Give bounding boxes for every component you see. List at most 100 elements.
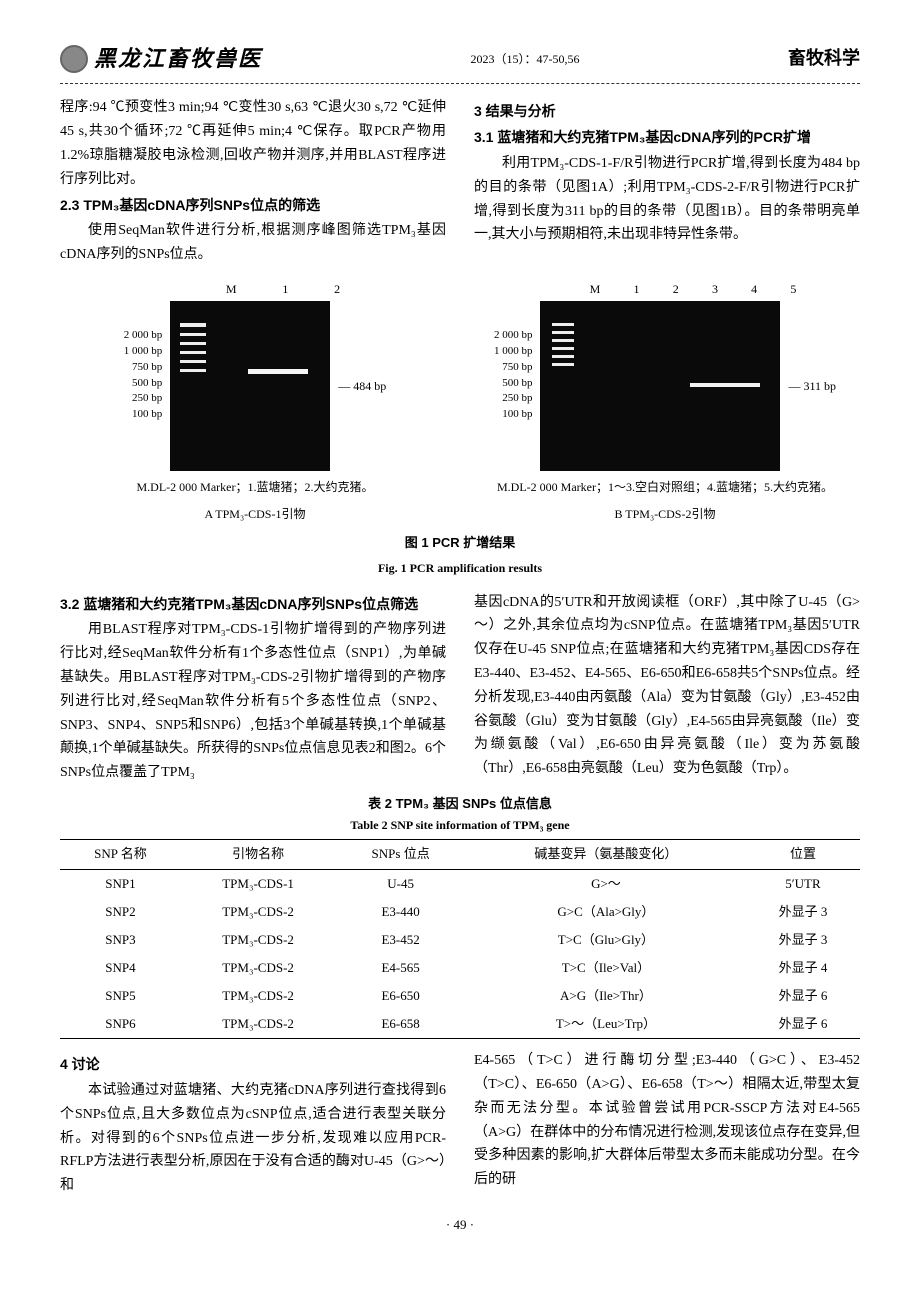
figure-1-panels: M 1 2 2 000 bp 1 000 bp 750 bp 500 bp 25…	[60, 279, 860, 524]
para-3-2-right: 基因cDNA的5′UTR和开放阅读框（ORF）,其中除了U-45（G>～）之外,…	[474, 591, 860, 781]
table-cell: 外显子 4	[746, 954, 860, 982]
gel-b-caption-2: B TPM₃-CDS-2引物	[615, 504, 716, 524]
text-columns-3: 4 讨论 本试验通过对蓝塘猪、大约克猪cDNA序列进行查找得到6个SNPs位点,…	[60, 1049, 860, 1198]
gel-b-caption-1: M.DL-2 000 Marker；1～3.空白对照组；4.蓝塘猪；5.大约克猪…	[497, 477, 833, 497]
table-row: SNP6TPM₃-CDS-2E6-658T>～（Leu>Trp）外显子 6	[60, 1010, 860, 1039]
bp-label: 1 000 bp	[494, 345, 533, 358]
table-header-row: SNP 名称 引物名称 SNPs 位点 碱基变异（氨基酸变化） 位置	[60, 840, 860, 869]
table-row: SNP4TPM₃-CDS-2E4-565T>C（Ile>Val）外显子 4	[60, 954, 860, 982]
page-header: 黑龙江畜牧兽医 2023（15）：47-50,56 畜牧科学	[60, 40, 860, 84]
bp-label: 750 bp	[124, 361, 163, 374]
table-cell: 外显子 3	[746, 926, 860, 954]
heading-3-2: 3.2 蓝塘猪和大约克猪TPM₃基因cDNA序列SNPs位点筛选	[60, 593, 446, 617]
lane-label: 2	[673, 279, 679, 299]
bp-label: 100 bp	[494, 408, 533, 421]
section-name: 畜牧科学	[788, 43, 860, 74]
para-4-left: 本试验通过对蓝塘猪、大约克猪cDNA序列进行查找得到6个SNPs位点,且大多数位…	[60, 1079, 446, 1198]
table-cell: TPM₃-CDS-2	[181, 898, 335, 926]
journal-title: 黑龙江畜牧兽医	[94, 40, 262, 77]
table-col-header: SNPs 位点	[335, 840, 466, 869]
table-cell: 外显子 6	[746, 1010, 860, 1039]
left-column-3: 4 讨论 本试验通过对蓝塘猪、大约克猪cDNA序列进行查找得到6个SNPs位点,…	[60, 1049, 446, 1198]
para-2-3: 使用SeqMan软件进行分析,根据测序峰图筛选TPM₃基因cDNA序列的SNPs…	[60, 219, 446, 267]
bp-label: 1 000 bp	[124, 345, 163, 358]
table-col-header: 引物名称	[181, 840, 335, 869]
table-cell: A>G（Ile>Thr）	[466, 982, 746, 1010]
table-cell: T>～（Leu>Trp）	[466, 1010, 746, 1039]
table-col-header: 碱基变异（氨基酸变化）	[466, 840, 746, 869]
gel-a-ladder-labels: 2 000 bp 1 000 bp 750 bp 500 bp 250 bp 1…	[124, 311, 163, 461]
gel-b-lanes: M 1 2 3 4 5	[573, 279, 813, 299]
table-cell: E3-452	[335, 926, 466, 954]
left-column-1: 程序:94 ℃预变性3 min;94 ℃变性30 s,63 ℃退火30 s,72…	[60, 96, 446, 267]
right-column-3: E4-565（T>C）进行酶切分型;E3-440（G>C）、E3-452（T>C…	[474, 1049, 860, 1198]
gel-a-ladder-icon	[180, 323, 206, 372]
table-row: SNP2TPM₃-CDS-2E3-440G>C（Ala>Gly）外显子 3	[60, 898, 860, 926]
right-column-2: 基因cDNA的5′UTR和开放阅读框（ORF）,其中除了U-45（G>～）之外,…	[474, 591, 860, 785]
fig1-title-cn: 图 1 PCR 扩增结果	[60, 532, 860, 554]
journal-logo-icon	[60, 45, 88, 73]
gel-a-image-wrap: 2 000 bp 1 000 bp 750 bp 500 bp 250 bp 1…	[124, 301, 387, 471]
table-cell: 外显子 6	[746, 982, 860, 1010]
text-columns-1: 程序:94 ℃预变性3 min;94 ℃变性30 s,63 ℃退火30 s,72…	[60, 96, 860, 267]
table-cell: SNP6	[60, 1010, 181, 1039]
bp-label: 250 bp	[494, 392, 533, 405]
bp-label: 750 bp	[494, 361, 533, 374]
right-column-1: 3 结果与分析 3.1 蓝塘猪和大约克猪TPM₃基因cDNA序列的PCR扩增 利…	[474, 96, 860, 267]
bp-label: 2 000 bp	[494, 329, 533, 342]
table-row: SNP5TPM₃-CDS-2E6-650A>G（Ile>Thr）外显子 6	[60, 982, 860, 1010]
gel-a-lanes: M 1 2	[203, 279, 363, 299]
table-col-header: 位置	[746, 840, 860, 869]
table-cell: SNP3	[60, 926, 181, 954]
table2-title-cn: 表 2 TPM₃ 基因 SNPs 位点信息	[60, 793, 860, 815]
heading-4: 4 讨论	[60, 1053, 446, 1077]
table-cell: TPM₃-CDS-2	[181, 926, 335, 954]
left-column-2: 3.2 蓝塘猪和大约克猪TPM₃基因cDNA序列SNPs位点筛选 用BLAST程…	[60, 591, 446, 785]
lane-label: 1	[282, 279, 288, 299]
table-cell: TPM₃-CDS-2	[181, 982, 335, 1010]
table-cell: TPM₃-CDS-2	[181, 1010, 335, 1039]
bp-label: 500 bp	[494, 377, 533, 390]
table-cell: TPM₃-CDS-1	[181, 869, 335, 898]
table-cell: TPM₃-CDS-2	[181, 954, 335, 982]
table-cell: E4-565	[335, 954, 466, 982]
bp-label: 100 bp	[124, 408, 163, 421]
table-cell: SNP1	[60, 869, 181, 898]
table2-title-en: Table 2 SNP site information of TPM₃ gen…	[60, 815, 860, 835]
lane-label: M	[590, 279, 601, 299]
para-3-1: 利用TPM₃-CDS-1-F/R引物进行PCR扩增,得到长度为484 bp的目的…	[474, 152, 860, 247]
gel-b-image	[540, 301, 780, 471]
table-cell: SNP4	[60, 954, 181, 982]
gel-a-image	[170, 301, 330, 471]
table-cell: 外显子 3	[746, 898, 860, 926]
lane-label: 3	[712, 279, 718, 299]
lane-label: 5	[790, 279, 796, 299]
para-pcr-program: 程序:94 ℃预变性3 min;94 ℃变性30 s,63 ℃退火30 s,72…	[60, 96, 446, 191]
table-cell: U-45	[335, 869, 466, 898]
heading-2-3: 2.3 TPM₃基因cDNA序列SNPs位点的筛选	[60, 194, 446, 218]
heading-3-1: 3.1 蓝塘猪和大约克猪TPM₃基因cDNA序列的PCR扩增	[474, 126, 860, 150]
gel-b-band-icon	[690, 383, 760, 387]
fig1-title-en: Fig. 1 PCR amplification results	[60, 558, 860, 578]
gel-b-band-label: — 311 bp	[788, 376, 836, 396]
heading-3: 3 结果与分析	[474, 100, 860, 124]
table-cell: SNP5	[60, 982, 181, 1010]
issue-info: 2023（15）：47-50,56	[471, 49, 580, 69]
gel-b-image-wrap: 2 000 bp 1 000 bp 750 bp 500 bp 250 bp 1…	[494, 301, 836, 471]
lane-label: M	[226, 279, 237, 299]
para-3-2-left: 用BLAST程序对TPM₃-CDS-1引物扩增得到的产物序列进行比对,经SeqM…	[60, 618, 446, 785]
table-col-header: SNP 名称	[60, 840, 181, 869]
table-cell: E3-440	[335, 898, 466, 926]
gel-b-ladder-labels: 2 000 bp 1 000 bp 750 bp 500 bp 250 bp 1…	[494, 311, 533, 461]
header-left: 黑龙江畜牧兽医	[60, 40, 262, 77]
table-cell: 5′UTR	[746, 869, 860, 898]
gel-panel-a: M 1 2 2 000 bp 1 000 bp 750 bp 500 bp 25…	[60, 279, 450, 524]
para-4-right: E4-565（T>C）进行酶切分型;E3-440（G>C）、E3-452（T>C…	[474, 1049, 860, 1192]
table-cell: T>C（Glu>Gly）	[466, 926, 746, 954]
bp-label: 250 bp	[124, 392, 163, 405]
lane-label: 1	[634, 279, 640, 299]
page-number: · 49 ·	[60, 1214, 860, 1236]
bp-label: 500 bp	[124, 377, 163, 390]
table-cell: E6-658	[335, 1010, 466, 1039]
table-cell: T>C（Ile>Val）	[466, 954, 746, 982]
